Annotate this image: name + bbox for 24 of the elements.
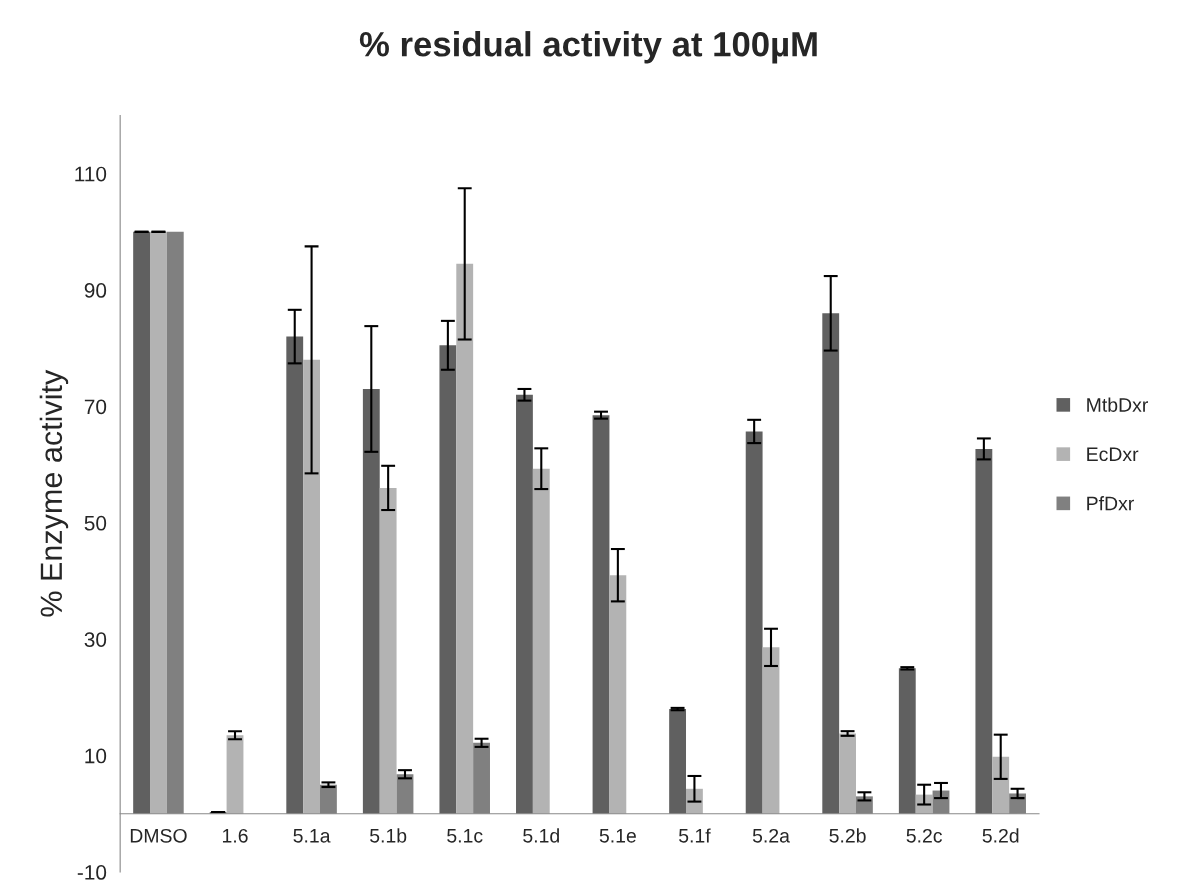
x-tick-label: 1.6 xyxy=(222,828,248,843)
x-tick-label: 5.2a xyxy=(752,828,790,843)
y-tick-label: 30 xyxy=(84,632,107,647)
x-tick-label: 5.1e xyxy=(599,829,636,843)
x-tick-label: 5.1a xyxy=(293,829,331,843)
x-tick-label: 5.2b xyxy=(829,828,866,843)
y-tick-label: 90 xyxy=(84,283,107,298)
y-tick-label: 70 xyxy=(84,399,107,415)
legend-label: EcDxr xyxy=(1087,447,1139,462)
legend-label: MtbDxr xyxy=(1087,397,1148,412)
x-tick-label: 5.1b xyxy=(370,828,407,843)
x-tick-label: 5.1f xyxy=(678,828,711,843)
x-tick-label: 5.2c xyxy=(906,828,943,843)
x-tick-label: 5.2d xyxy=(982,828,1019,843)
y-axis-title: % Enzyme activity xyxy=(39,369,69,617)
y-tick-label: 50 xyxy=(84,515,107,531)
y-tick-label: 110 xyxy=(75,166,107,182)
y-tick-label: 10 xyxy=(85,748,107,764)
legend-label: PfDxr xyxy=(1087,496,1134,511)
y-tick-label: -10 xyxy=(77,865,107,880)
x-tick-label: 5.1c xyxy=(447,829,483,843)
x-tick-label: 5.1d xyxy=(523,828,559,843)
x-tick-label: DMSO xyxy=(130,828,187,843)
chart-title: % residual activity at 100µM xyxy=(359,31,817,64)
